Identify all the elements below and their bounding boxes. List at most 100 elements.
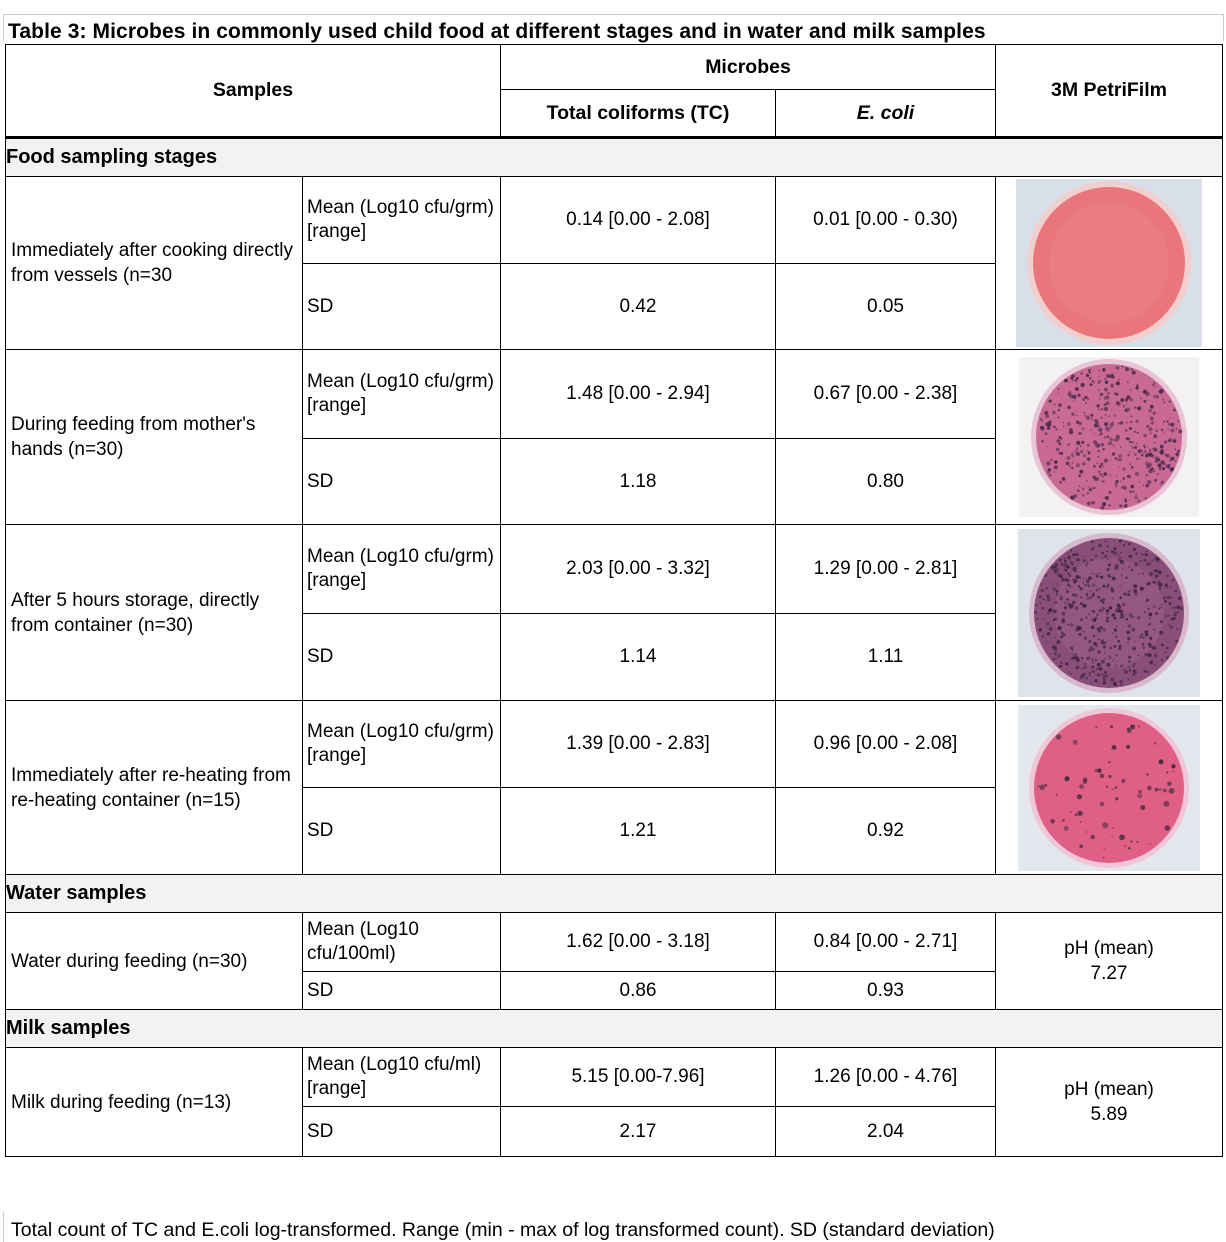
colony-dot bbox=[1135, 551, 1138, 555]
colony-dot bbox=[1086, 443, 1090, 447]
colony-dot bbox=[1071, 412, 1075, 416]
colony-dot bbox=[1060, 634, 1064, 638]
colony-dot bbox=[1139, 636, 1141, 638]
colony-dot bbox=[1089, 646, 1093, 650]
colony-dot bbox=[1145, 598, 1149, 602]
colony-dot bbox=[1069, 430, 1074, 435]
colony-dot bbox=[1044, 783, 1048, 787]
colony-dot bbox=[1136, 840, 1139, 843]
colony-dot bbox=[1070, 658, 1072, 660]
colony-dot bbox=[1124, 408, 1127, 411]
colony-dot bbox=[1142, 484, 1145, 486]
colony-dot bbox=[1089, 383, 1093, 387]
colony-dot bbox=[1091, 665, 1095, 668]
colony-dot bbox=[1147, 462, 1153, 467]
colony-dot bbox=[1130, 420, 1133, 424]
colony-dot bbox=[1140, 804, 1146, 810]
colony-dot bbox=[1085, 563, 1088, 565]
colony-dot bbox=[1046, 631, 1051, 635]
colony-dot bbox=[1099, 473, 1103, 476]
colony-dot bbox=[1096, 443, 1101, 448]
colony-dot bbox=[1078, 485, 1081, 487]
colony-dot bbox=[1133, 430, 1136, 433]
colony-dot bbox=[1118, 379, 1120, 381]
row-label: After 5 hours storage, directly from con… bbox=[5, 524, 303, 701]
colony-dot bbox=[1164, 824, 1170, 831]
colony-dot bbox=[1082, 676, 1084, 678]
colony-dot bbox=[1151, 558, 1154, 561]
colony-dot bbox=[1080, 656, 1084, 659]
colony-dot bbox=[1086, 597, 1089, 600]
colony-dot bbox=[1082, 487, 1085, 490]
colony-dot bbox=[1130, 724, 1136, 729]
colony-dot bbox=[1077, 393, 1081, 397]
colony-dot bbox=[1143, 433, 1147, 438]
colony-dot bbox=[1160, 606, 1163, 608]
colony-dot bbox=[1174, 448, 1177, 451]
colony-dot bbox=[1145, 630, 1147, 632]
colony-dot bbox=[1083, 577, 1085, 579]
colony-dot bbox=[1151, 454, 1155, 458]
colony-dot bbox=[1121, 365, 1124, 368]
colony-dot bbox=[1102, 448, 1105, 451]
colony-dot bbox=[1097, 379, 1102, 384]
colony-dot bbox=[1143, 610, 1146, 613]
colony-dot bbox=[1120, 617, 1123, 619]
colony-dot bbox=[1152, 384, 1154, 386]
colony-dot bbox=[1071, 652, 1073, 654]
colony-dot bbox=[1147, 652, 1151, 657]
row-label: Immediately after re-heating from re-hea… bbox=[5, 700, 303, 875]
colony-dot bbox=[1129, 388, 1132, 391]
colony-dot bbox=[1114, 563, 1119, 567]
tc-sd-value: 1.21 bbox=[500, 787, 776, 875]
colony-dot bbox=[1066, 590, 1068, 593]
colony-dot bbox=[1155, 611, 1158, 615]
colony-dot bbox=[1178, 596, 1182, 600]
colony-dot bbox=[1178, 429, 1183, 434]
colony-dot bbox=[1153, 596, 1155, 598]
colony-dot bbox=[1101, 606, 1105, 609]
colony-dot bbox=[1120, 573, 1123, 575]
colony-dot bbox=[1063, 425, 1065, 427]
colony-dot bbox=[1168, 423, 1171, 426]
colony-dot bbox=[1109, 437, 1114, 442]
petrifilm-image-cell bbox=[995, 176, 1223, 350]
colony-dot bbox=[1084, 395, 1088, 399]
ecoli-mean-value: 1.29 [0.00 - 2.81] bbox=[775, 524, 996, 614]
colony-dot bbox=[1126, 744, 1131, 749]
colony-dot bbox=[1114, 484, 1118, 488]
colony-dot bbox=[1115, 625, 1118, 627]
colony-dot bbox=[1118, 454, 1123, 459]
colony-dot bbox=[1090, 418, 1093, 421]
colony-dot bbox=[1101, 608, 1104, 611]
colony-dot bbox=[1053, 465, 1058, 470]
colony-dot bbox=[1071, 466, 1074, 470]
colony-dot bbox=[1114, 785, 1118, 789]
colony-dot bbox=[1122, 543, 1126, 547]
colony-dot bbox=[1158, 570, 1162, 574]
mean-label: Mean (Log10 cfu/grm) [range] bbox=[302, 176, 501, 264]
colony-dot bbox=[1117, 553, 1120, 556]
colony-dot bbox=[1064, 775, 1070, 781]
colony-dot bbox=[1083, 412, 1085, 414]
colony-dot bbox=[1101, 663, 1103, 665]
colony-dot bbox=[1082, 581, 1084, 583]
colony-dot bbox=[1168, 601, 1172, 605]
colony-dot bbox=[1172, 438, 1177, 443]
colony-dot bbox=[1069, 464, 1071, 467]
colony-dot bbox=[1100, 659, 1105, 664]
colony-dot bbox=[1049, 652, 1052, 655]
colony-dot bbox=[1059, 574, 1064, 578]
colony-dot bbox=[1122, 467, 1126, 472]
colony-dot bbox=[1111, 576, 1116, 580]
colony-dot bbox=[1075, 376, 1079, 380]
colony-dot bbox=[1098, 464, 1103, 469]
colony-dot bbox=[1169, 417, 1171, 419]
colony-dot bbox=[1167, 781, 1172, 786]
colony-dot bbox=[1106, 584, 1109, 588]
colony-dot bbox=[1177, 610, 1180, 612]
colony-dot bbox=[1144, 552, 1148, 556]
colony-dot bbox=[1146, 561, 1151, 566]
colony-dot bbox=[1082, 493, 1085, 497]
colony-dot bbox=[1085, 373, 1090, 378]
